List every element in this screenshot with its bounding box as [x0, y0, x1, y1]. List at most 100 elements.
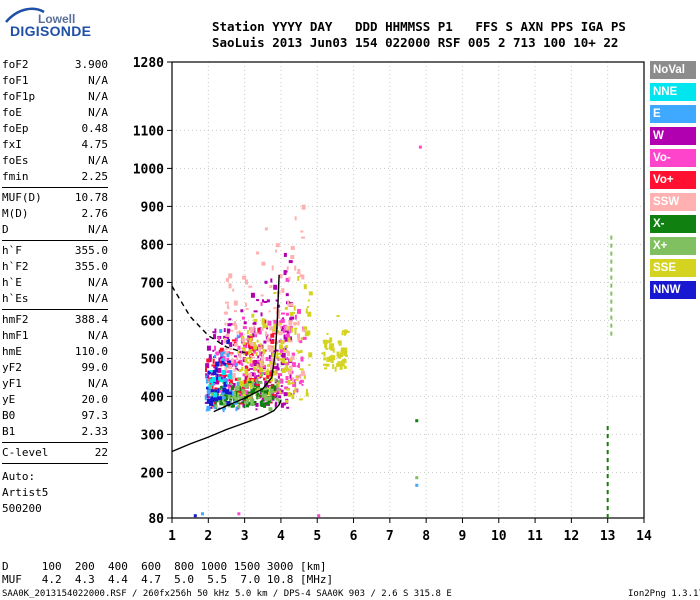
- echo-point: [219, 329, 223, 334]
- echo-point: [300, 337, 303, 341]
- echo-point: [240, 401, 245, 404]
- echo-point: [273, 366, 278, 370]
- echo-point: [209, 378, 212, 382]
- echo-point: [221, 360, 224, 364]
- echo-point: [234, 377, 239, 381]
- echo-point: [282, 317, 285, 321]
- echo-point: [230, 403, 234, 408]
- echo-point: [269, 285, 273, 289]
- echo-point: [297, 320, 300, 326]
- echo-point: [261, 353, 264, 357]
- echo-point: [262, 387, 267, 391]
- echo-point: [240, 309, 244, 313]
- param-row: foEp 0.48: [2, 121, 108, 137]
- echo-point: [285, 277, 290, 282]
- echo-point: [221, 396, 226, 400]
- echo-point: [254, 375, 259, 380]
- y-tick-label: 800: [141, 238, 165, 253]
- echo-point: [277, 399, 282, 404]
- echo-point: [283, 349, 286, 353]
- echo-point: [265, 331, 268, 337]
- echo-point: [272, 350, 276, 353]
- echo-point: [256, 376, 260, 379]
- echo-point: [232, 322, 237, 326]
- echo-point: [299, 349, 303, 353]
- echo-point: [301, 236, 306, 239]
- echo-point: [286, 326, 291, 331]
- echo-point: [205, 367, 208, 373]
- param-name: foE: [2, 106, 22, 119]
- echo-point: [217, 367, 222, 373]
- echo-point: [243, 379, 248, 385]
- param-row: C-level 22: [2, 445, 108, 461]
- echo-point: [308, 352, 313, 358]
- echo-point: [225, 364, 228, 368]
- echo-point: [215, 390, 219, 396]
- param-row: MUF(D) 10.78: [2, 190, 108, 206]
- echo-point: [322, 339, 327, 344]
- echo-point: [233, 355, 237, 358]
- param-row: foF1 N/A: [2, 73, 108, 89]
- param-value: 22: [94, 446, 108, 459]
- echo-point: [228, 351, 231, 354]
- echo-point: [239, 384, 242, 388]
- echo-point: [256, 339, 259, 343]
- param-name: h`Es: [2, 292, 29, 305]
- echo-point: [232, 373, 236, 379]
- echo-point: [227, 391, 232, 395]
- param-row: yE 20.0: [2, 392, 108, 408]
- param-value: N/A: [88, 154, 108, 167]
- echo-point: [281, 312, 286, 315]
- echo-point: [275, 243, 280, 248]
- echo-point: [264, 227, 268, 231]
- param-row: h`F2 355.0: [2, 259, 108, 275]
- echo-point: [296, 271, 301, 274]
- param-value: 2.76: [81, 207, 109, 220]
- param-value: N/A: [88, 276, 108, 289]
- echo-point: [264, 402, 269, 405]
- echo-point: [269, 386, 272, 391]
- echo-point: [273, 284, 278, 290]
- echo-point: [260, 345, 263, 350]
- echo-point: [415, 419, 419, 423]
- echo-point: [287, 351, 291, 357]
- echo-point: [290, 356, 295, 361]
- echo-point: [279, 378, 284, 384]
- param-name: h`F: [2, 244, 22, 257]
- echo-point: [323, 357, 327, 361]
- x-tick-label: 1: [168, 529, 176, 544]
- echo-point: [345, 330, 350, 333]
- param-row: foF2 3.900: [2, 57, 108, 73]
- echo-point: [262, 369, 266, 372]
- y-tick-label: 600: [141, 314, 165, 329]
- echo-point: [234, 363, 238, 367]
- echo-point: [237, 404, 241, 409]
- echo-point: [243, 384, 247, 388]
- echo-point: [227, 328, 231, 332]
- echo-point: [233, 321, 236, 324]
- echo-point: [238, 396, 243, 401]
- echo-point: [270, 278, 273, 283]
- echo-point: [220, 391, 224, 396]
- echo-point: [206, 345, 211, 351]
- echo-point: [290, 245, 295, 250]
- echo-point: [228, 318, 232, 321]
- echo-point: [253, 310, 258, 313]
- echo-point: [275, 249, 278, 253]
- echo-point: [227, 339, 230, 343]
- echo-point: [237, 350, 240, 354]
- echo-point: [245, 308, 249, 311]
- echo-point: [271, 353, 274, 358]
- echo-point: [225, 301, 230, 304]
- echo-point: [332, 347, 335, 353]
- echo-point: [260, 403, 265, 408]
- echo-point: [322, 363, 327, 366]
- echo-point: [285, 361, 288, 364]
- echo-point: [242, 356, 246, 362]
- echo-point: [237, 381, 240, 386]
- y-tick-label: 700: [141, 276, 165, 291]
- echo-point: [230, 358, 234, 364]
- echo-point: [215, 374, 218, 380]
- echo-point: [305, 392, 309, 397]
- echo-point: [294, 265, 297, 271]
